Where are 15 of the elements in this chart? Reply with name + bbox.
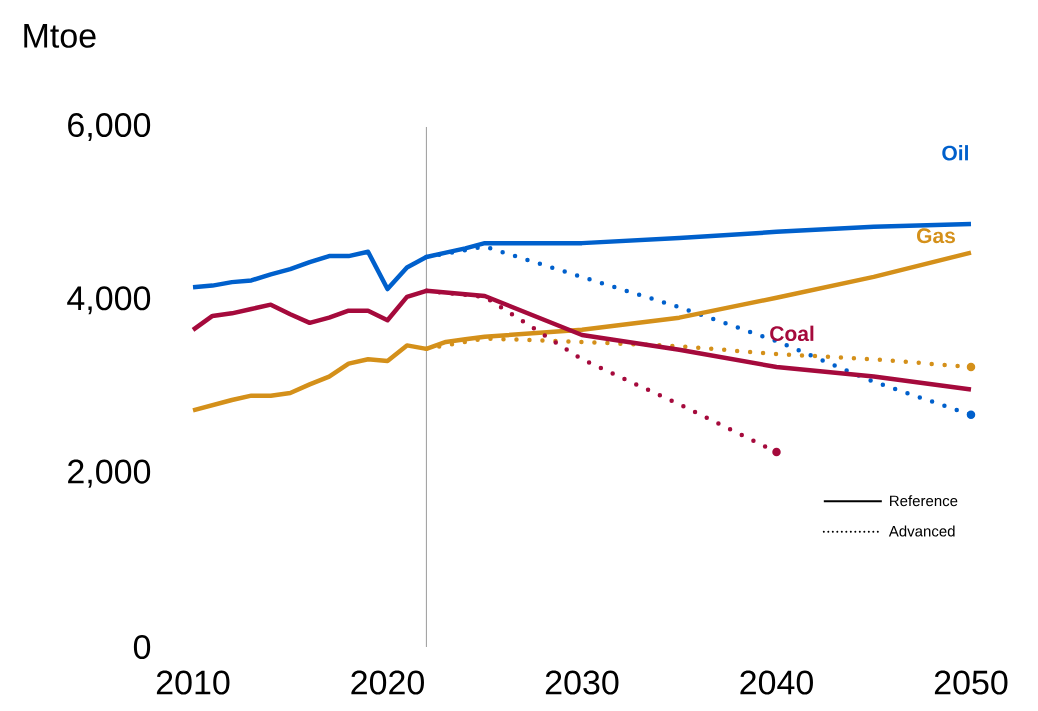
y-tick-label: 2,000 [68, 459, 151, 488]
y-axis-title: Mtoe [24, 24, 96, 48]
series-label: Coal [770, 325, 814, 342]
x-tick-label: 2020 [351, 670, 424, 695]
y-tick-label: 4,000 [67, 286, 151, 315]
x-tick-label: 2030 [545, 670, 619, 695]
series-label: Gas [917, 228, 955, 244]
y-tick-label: 0 [133, 634, 151, 660]
annotation: Reference [890, 495, 958, 507]
annotation: Advanced [888, 525, 955, 537]
y-tick-label: 6,000 [68, 112, 151, 142]
x-tick-label: 2040 [740, 670, 813, 695]
x-tick-label: 2010 [156, 670, 230, 695]
text: Oil [942, 145, 968, 161]
x-tick-label: 2050 [934, 670, 1008, 695]
